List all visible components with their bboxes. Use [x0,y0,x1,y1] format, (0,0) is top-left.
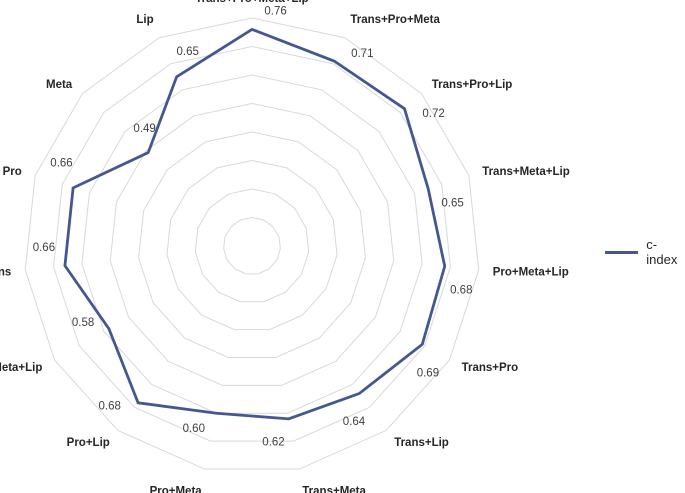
grid-ring [194,188,310,303]
series-c-index [63,27,447,421]
grid-ring [138,131,366,359]
grid-ring [81,74,423,414]
category-label: Pro [3,166,22,178]
data-label: 0.66 [33,242,55,254]
data-label: 0.60 [183,423,205,435]
category-label: Meta [46,79,73,91]
data-label: 0.71 [351,48,373,60]
category-label: Meta+Lip [0,362,42,374]
grid-ring [24,17,480,470]
category-label: Pro+Meta [150,486,203,493]
data-label: 0.76 [264,6,286,18]
data-label: 0.62 [262,437,284,449]
data-label: 0.65 [441,197,463,209]
data-label: 0.69 [417,368,439,380]
category-label: Pro+Meta+Lip [493,266,569,278]
grid-ring [223,216,281,275]
category-label: Trans [0,266,11,278]
data-label: 0.64 [343,416,366,428]
category-label: Trans+Meta [302,486,366,493]
category-label: Trans+Pro+Meta+Lip [195,0,308,5]
category-label: Trans+Lip [394,437,449,449]
category-label: Trans+Pro [462,362,519,374]
grid-ring [109,102,395,386]
radar-grid [24,17,480,470]
legend-swatch-c-index [605,250,639,254]
category-label: Trans+Meta+Lip [482,166,570,178]
category-label: Trans+Pro+Meta [350,14,440,26]
category-label: Trans+Pro+Lip [432,79,513,91]
series-line-c-index [63,27,447,421]
grid-ring [53,45,451,442]
data-label: 0.66 [50,157,72,169]
data-label: 0.65 [177,46,199,58]
data-label: 0.58 [72,317,94,329]
category-label: Pro+Lip [67,437,110,449]
data-labels: 0.76 0.71 0.72 0.65 0.68 0.69 0.64 0.62 0.60 0.68… [33,6,473,449]
category-labels: Trans+Pro+Meta+Lip Trans+Pro+Meta Trans+Pr… [0,0,570,493]
data-label: 0.49 [133,123,155,135]
data-label: 0.72 [422,108,444,120]
legend-label-c-index: c-index [646,237,678,267]
data-label: 0.68 [99,401,121,413]
data-label: 0.68 [450,285,472,297]
legend: c-index [605,237,685,267]
grid-ring [166,159,338,331]
category-label: Lip [136,14,153,26]
